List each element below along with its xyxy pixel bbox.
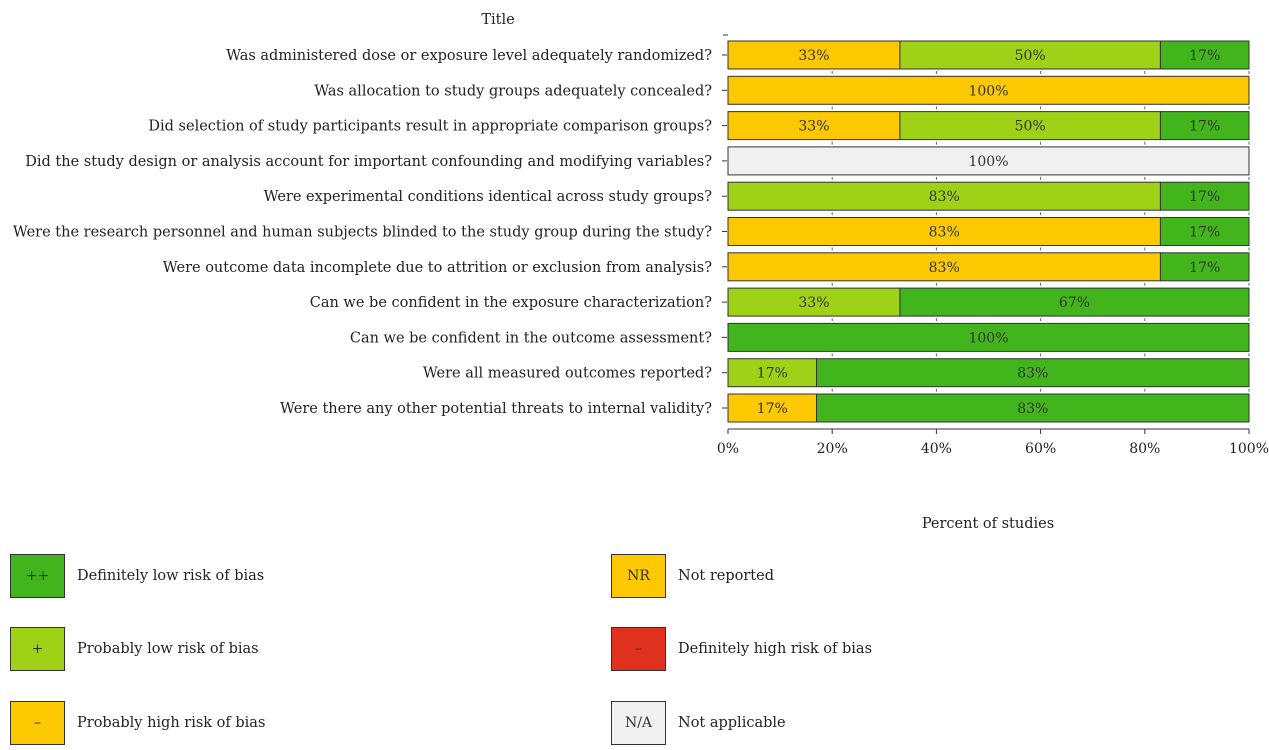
- bar-segment-prob_low: [899, 40, 1161, 70]
- legend-swatch: N/A: [611, 701, 666, 745]
- bar-value-label: 50%: [1015, 48, 1046, 64]
- bar-value-label: 17%: [1189, 260, 1220, 276]
- risk-of-bias-chart: Title Was administered dose or exposure …: [13, 12, 1269, 532]
- x-axis-title: Percent of studies: [922, 516, 1054, 532]
- bar-value-label: 17%: [1189, 48, 1220, 64]
- legend-swatch: +: [10, 627, 65, 671]
- chart-rows: Was administered dose or exposure level …: [13, 40, 1250, 423]
- bar-segment-nr: [727, 75, 1250, 105]
- legend-item-prob_low: + Probably low risk of bias: [10, 626, 259, 672]
- bar-value-label: 83%: [1017, 401, 1048, 417]
- legend-item-nr: NR Not reported: [611, 553, 774, 599]
- bar-value-label: 83%: [1017, 366, 1048, 382]
- bar-value-label: 17%: [757, 401, 788, 417]
- chart-title: Title: [481, 12, 514, 28]
- legend-label: Not applicable: [678, 715, 786, 731]
- legend-item-prob_high: – Probably high risk of bias: [10, 700, 265, 746]
- bar-segment-def_low: [1159, 217, 1250, 246]
- chart-row: Were there any other potential threats t…: [280, 393, 1250, 423]
- y-tick-label: Were there any other potential threats t…: [280, 401, 712, 417]
- bar-value-label: 100%: [968, 83, 1008, 99]
- chart-row: Was administered dose or exposure level …: [226, 40, 1250, 74]
- chart-row: Did selection of study participants resu…: [148, 111, 1250, 145]
- bar-segment-def_low: [1159, 40, 1250, 70]
- y-tick-label: Were experimental conditions identical a…: [264, 189, 713, 205]
- legend-swatch: –: [10, 701, 65, 745]
- chart-row: Did the study design or analysis account…: [25, 146, 1250, 180]
- legend-label: Probably high risk of bias: [77, 715, 266, 731]
- bar-segment-def_low: [1159, 181, 1250, 211]
- bar-segment-def_low: [1159, 111, 1250, 141]
- bar-value-label: 83%: [929, 260, 960, 276]
- bar-value-label: 100%: [968, 330, 1008, 346]
- bar-segment-na: [727, 146, 1250, 176]
- bar-segment-def_low: [899, 287, 1250, 317]
- bar-value-label: 33%: [798, 119, 829, 135]
- bar-segment-prob_low: [727, 181, 1161, 211]
- bar-segment-def_low: [816, 393, 1250, 423]
- y-tick-label: Were the research personnel and human su…: [13, 225, 712, 241]
- bar-segment-def_low: [816, 358, 1250, 388]
- x-tick-label: 40%: [921, 441, 952, 457]
- legend-item-na: N/A Not applicable: [611, 700, 786, 746]
- legend-swatch: –: [611, 627, 666, 671]
- bar-value-label: 50%: [1015, 119, 1046, 135]
- x-tick-label: 100%: [1229, 441, 1269, 457]
- legend-label: Not reported: [678, 568, 774, 584]
- chart-row: Were all measured outcomes reported? 17% 8…: [423, 358, 1250, 392]
- x-tick-label: 0%: [717, 441, 739, 457]
- chart-row: Can we be confident in the outcome asses…: [350, 322, 1250, 357]
- legend-swatch: NR: [611, 554, 666, 598]
- chart-row: Were the research personnel and human su…: [13, 217, 1250, 251]
- y-tick-label: Did selection of study participants resu…: [148, 119, 712, 135]
- y-tick-label: Were all measured outcomes reported?: [423, 366, 712, 382]
- y-tick-label: Were outcome data incomplete due to attr…: [163, 260, 712, 276]
- bar-value-label: 100%: [968, 154, 1008, 170]
- bar-segment-prob_low: [899, 111, 1161, 141]
- bar-value-label: 83%: [929, 225, 960, 241]
- legend-swatch: ++: [10, 554, 65, 598]
- legend-item-def_high: – Definitely high risk of bias: [611, 626, 872, 672]
- bar-value-label: 17%: [1189, 119, 1220, 135]
- legend-label: Definitely low risk of bias: [77, 568, 265, 584]
- legend-item-def_low: ++ Definitely low risk of bias: [10, 553, 264, 599]
- bar-segment-nr: [727, 252, 1161, 282]
- bar-value-label: 33%: [798, 48, 829, 64]
- y-tick-label: Was administered dose or exposure level …: [226, 48, 712, 64]
- chart-row: Was allocation to study groups adequatel…: [314, 75, 1250, 110]
- chart-row: Were outcome data incomplete due to attr…: [163, 252, 1250, 286]
- bar-segment-prob_low: [727, 358, 818, 388]
- bar-value-label: 17%: [757, 366, 788, 382]
- bar-value-label: 33%: [798, 295, 829, 311]
- legend-label: Definitely high risk of bias: [678, 641, 873, 657]
- bar-segment-nr: [727, 111, 901, 141]
- x-tick-label: 80%: [1129, 441, 1160, 457]
- bar-value-label: 17%: [1189, 225, 1220, 241]
- bar-segment-nr: [727, 217, 1161, 246]
- y-tick-label: Did the study design or analysis account…: [25, 154, 712, 170]
- x-tick-label: 20%: [817, 441, 848, 457]
- bar-segment-nr: [727, 393, 818, 423]
- bar-segment-def_low: [727, 322, 1250, 352]
- bar-segment-prob_low: [727, 287, 901, 317]
- bar-value-label: 17%: [1189, 189, 1220, 205]
- bar-value-label: 83%: [929, 189, 960, 205]
- y-tick-label: Can we be confident in the outcome asses…: [350, 330, 712, 346]
- bar-segment-def_low: [1159, 252, 1250, 282]
- x-axis: 0% 20% 40% 60% 80% 100%: [717, 34, 1269, 457]
- chart-row: Were experimental conditions identical a…: [264, 181, 1250, 216]
- y-tick-label: Can we be confident in the exposure char…: [310, 295, 712, 311]
- chart-row: Can we be confident in the exposure char…: [310, 287, 1250, 322]
- x-tick-label: 60%: [1025, 441, 1056, 457]
- y-tick-label: Was allocation to study groups adequatel…: [314, 83, 712, 99]
- legend-label: Probably low risk of bias: [77, 641, 259, 657]
- bar-value-label: 67%: [1059, 295, 1090, 311]
